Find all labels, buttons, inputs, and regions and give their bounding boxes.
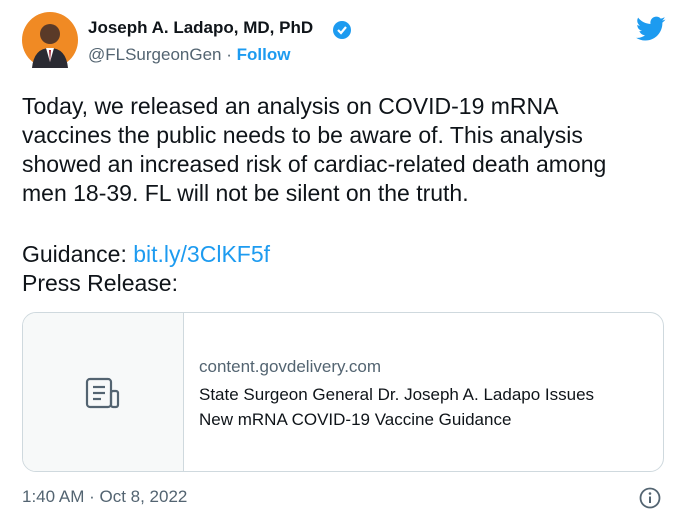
separator: · — [226, 45, 232, 64]
document-icon — [85, 377, 120, 409]
text-line: showed an increased risk of cardiac-rela… — [22, 151, 607, 177]
link-card[interactable]: content.govdelivery.com State Surgeon Ge… — [22, 312, 664, 472]
verified-badge — [333, 21, 351, 39]
twitter-logo[interactable] — [636, 16, 666, 42]
card-domain: content.govdelivery.com — [199, 357, 382, 376]
card-title-line: New mRNA COVID-19 Vaccine Guidance — [199, 410, 512, 429]
author-name[interactable]: Joseph A. Ladapo, MD, PhD — [88, 18, 314, 37]
card-media — [23, 313, 184, 471]
handle[interactable]: @FLSurgeonGen — [88, 45, 222, 64]
guidance-line: Guidance: bit.ly/3ClKF5f — [22, 240, 270, 269]
text-line: Today, we released an analysis on COVID-… — [22, 93, 559, 119]
follow-button[interactable]: Follow — [236, 45, 291, 64]
text-line: vaccines the public needs to be aware of… — [22, 122, 583, 148]
guidance-link[interactable]: bit.ly/3ClKF5f — [133, 241, 271, 267]
handle-row: @FLSurgeonGen · Follow — [88, 45, 290, 65]
press-release-label: Press Release: — [22, 270, 178, 296]
guidance-label: Guidance: — [22, 241, 127, 267]
timestamp[interactable]: 1:40 AM · Oct 8, 2022 — [22, 487, 188, 506]
avatar[interactable] — [22, 12, 78, 68]
card-title-line: State Surgeon General Dr. Joseph A. Lada… — [199, 385, 595, 404]
text-line: men 18-39. FL will not be silent on the … — [22, 180, 469, 206]
info-icon[interactable] — [638, 486, 662, 510]
